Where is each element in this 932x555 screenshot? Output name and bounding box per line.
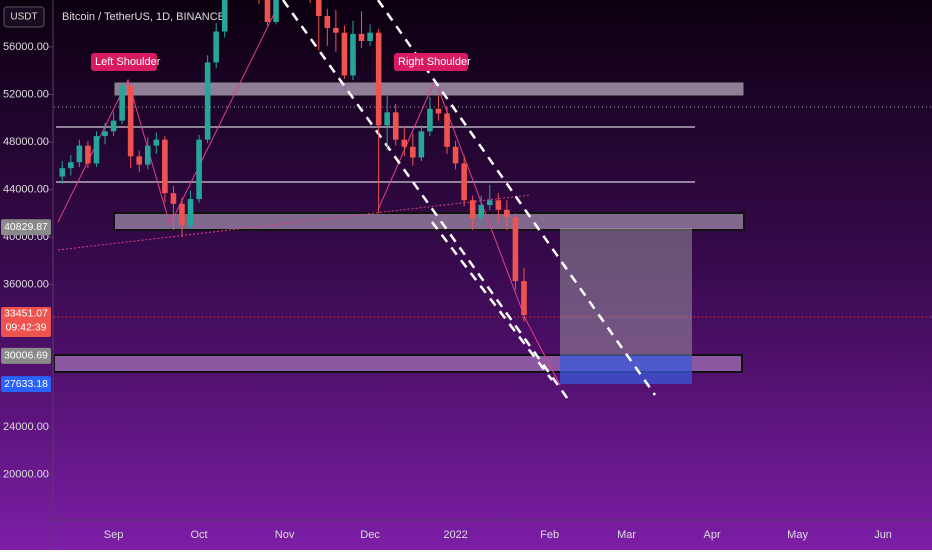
x-tick-label: Mar <box>617 529 636 541</box>
candle-body <box>315 0 322 17</box>
price-label-box <box>1 347 51 364</box>
stop-zone <box>560 355 692 384</box>
price-label: 27633.18 <box>4 378 48 390</box>
candle-body <box>512 216 519 282</box>
x-tick-label: May <box>787 529 808 541</box>
candle-body <box>196 139 202 200</box>
chart-title: Bitcoin / TetherUS, 1D, BINANCE <box>62 11 225 23</box>
candle-body <box>375 32 382 126</box>
countdown: 09:42:39 <box>6 322 47 334</box>
candle-body <box>341 32 348 76</box>
candle-body <box>401 139 408 147</box>
x-tick-label: Sep <box>104 529 124 541</box>
candle-body <box>179 203 185 226</box>
price-label: 30006.69 <box>4 350 48 362</box>
channel-line <box>431 221 553 381</box>
zone <box>113 212 745 231</box>
candle-body <box>136 156 143 165</box>
y-tick-label: 36000.00 <box>3 279 49 291</box>
annotation-box <box>91 53 157 71</box>
x-tick-label: Apr <box>704 529 721 541</box>
candle-body <box>504 209 510 217</box>
candle-body <box>59 168 66 177</box>
x-tick-label: Dec <box>360 529 380 541</box>
neckline <box>57 194 531 251</box>
candle-body <box>93 136 100 164</box>
candle-body <box>85 145 91 164</box>
candle-body <box>273 0 279 22</box>
currency-box[interactable] <box>3 6 45 28</box>
x-tick-label: Oct <box>191 529 208 541</box>
candle-body <box>144 145 151 165</box>
annotation: Right Shoulder <box>398 56 471 68</box>
channel-line <box>281 0 572 403</box>
candle-body <box>127 86 134 157</box>
candles <box>59 0 527 322</box>
candle-body <box>170 193 177 204</box>
price-label: 40829.87 <box>4 221 48 233</box>
candle-body <box>324 16 331 28</box>
candle-body <box>495 200 502 210</box>
x-tick-label: 2022 <box>443 529 467 541</box>
x-tick-label: Feb <box>540 529 559 541</box>
candle-body <box>384 112 390 126</box>
candle-body <box>110 120 117 132</box>
candle-body <box>521 281 527 315</box>
candle-body <box>350 33 356 76</box>
candle-body <box>418 131 425 158</box>
price-label-box <box>1 376 51 393</box>
y-tick-label: 48000.00 <box>3 136 49 148</box>
candle-body <box>486 200 493 206</box>
annotation: Left Shoulder <box>95 56 161 68</box>
candle-body <box>187 199 194 226</box>
y-tick-label: 20000.00 <box>3 469 49 481</box>
price-label-box <box>1 219 51 236</box>
candle-body <box>162 139 168 194</box>
candle-body <box>358 33 365 42</box>
candle-body <box>478 205 485 219</box>
candle-body <box>435 108 442 114</box>
price-label-box <box>1 306 51 337</box>
candle-body <box>68 162 74 169</box>
candle-body <box>119 86 125 121</box>
y-tick-label: 56000.00 <box>3 41 49 53</box>
candle-body <box>213 31 219 63</box>
candle-body <box>461 163 467 201</box>
x-tick-label: Nov <box>275 529 295 541</box>
currency: USDT <box>10 12 37 23</box>
annotation-box <box>394 53 468 71</box>
current-price: 33451.07 <box>4 308 48 320</box>
candle-body <box>469 200 476 219</box>
target-zone <box>560 228 692 355</box>
y-tick-label: 52000.00 <box>3 88 49 100</box>
candle-body <box>410 146 416 158</box>
candle-body <box>392 112 399 140</box>
candle-body <box>427 108 433 132</box>
candle-body <box>367 32 373 42</box>
candle-body <box>76 145 83 163</box>
candle-body <box>444 113 450 147</box>
x-tick-label: Jun <box>874 529 892 541</box>
y-tick-label: 24000.00 <box>3 421 49 433</box>
candle-body <box>204 62 211 140</box>
candle-body <box>102 131 108 137</box>
candle-body <box>333 27 339 33</box>
candle-body <box>264 0 271 22</box>
y-tick-label: 44000.00 <box>3 183 49 195</box>
zone <box>113 81 745 97</box>
candle-body <box>452 146 459 164</box>
candle-body <box>221 0 228 32</box>
candle-body <box>153 139 160 146</box>
